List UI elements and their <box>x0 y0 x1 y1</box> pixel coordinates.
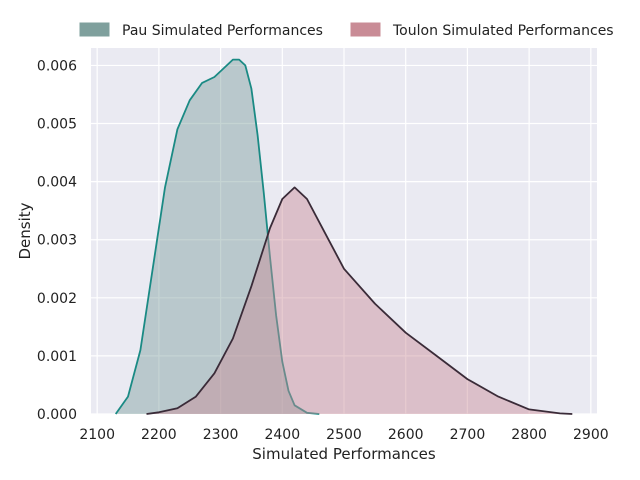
x-tick-label: 2300 <box>203 427 239 443</box>
y-axis-ticks: 0.000 0.001 0.002 0.003 0.004 0.005 0.006 <box>37 58 77 423</box>
legend-label-1: Toulon Simulated Performances <box>392 23 614 39</box>
legend-label-0: Pau Simulated Performances <box>122 23 323 39</box>
x-axis-title: Simulated Performances <box>252 445 436 463</box>
x-tick-label: 2800 <box>511 427 547 443</box>
y-tick-label: 0.001 <box>37 349 77 365</box>
x-axis-ticks: 2100 2200 2300 2400 2500 2600 2700 2800 2900 <box>79 427 608 443</box>
legend-swatch-1 <box>350 22 381 37</box>
x-tick-label: 2200 <box>141 427 177 443</box>
y-tick-label: 0.005 <box>37 117 77 133</box>
x-tick-label: 2100 <box>79 427 115 443</box>
x-tick-label: 2600 <box>388 427 424 443</box>
series-0-line <box>114 58 320 415</box>
x-tick-label: 2500 <box>326 427 362 443</box>
x-tick-label: 2900 <box>573 427 609 443</box>
y-tick-label: 0.006 <box>37 58 77 74</box>
y-axis-title: Density <box>16 202 34 259</box>
legend-swatch-0 <box>79 22 110 37</box>
y-tick-label: 0.002 <box>37 291 77 307</box>
y-tick-label: 0.003 <box>37 233 77 249</box>
y-tick-label: 0.004 <box>37 175 77 191</box>
series-1-line <box>146 186 573 415</box>
y-tick-label: 0.000 <box>37 407 77 423</box>
series-1-fill <box>146 187 573 414</box>
x-tick-label: 2700 <box>450 427 486 443</box>
density-areas <box>114 58 573 415</box>
series-0-fill <box>115 59 320 414</box>
gridlines <box>91 48 597 415</box>
legend: Pau Simulated Performances Toulon Simulat… <box>79 22 614 39</box>
x-tick-label: 2400 <box>264 427 300 443</box>
